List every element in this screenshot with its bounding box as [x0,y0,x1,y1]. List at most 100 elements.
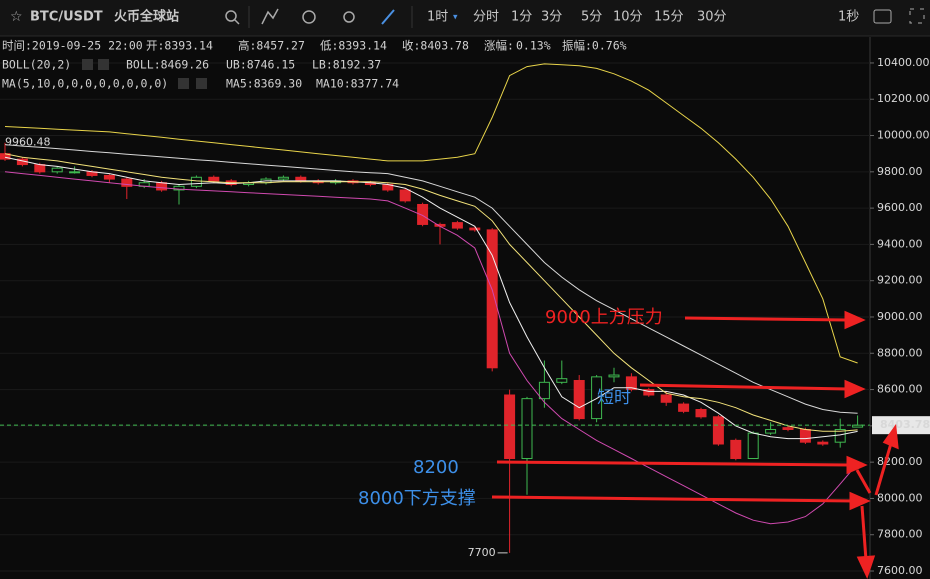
exchange: 火币全球站 [114,9,179,25]
theme-icon[interactable] [343,11,355,23]
candle-body [0,153,11,160]
arrow-head [844,379,866,399]
candle-body [678,403,690,412]
camera-icon[interactable] [873,9,892,24]
arrow [874,439,894,496]
arrow [684,316,849,322]
last-price-label: 8403.78 [880,418,930,431]
info-high: 高:8457.27 [238,39,305,53]
arrow [496,460,853,467]
arrow-head [846,455,868,475]
y-tick-label: 9200.00 [877,274,923,287]
interval-button[interactable]: 30分 [697,10,727,25]
candle-body [625,376,637,391]
candle-body [608,374,620,378]
candle-body [295,176,307,182]
candle-body [538,381,550,400]
candle-body [782,427,794,430]
indicator-line [4,63,858,364]
interval-active[interactable]: 1时 [427,10,448,25]
candle-body [486,229,498,369]
ma-close[interactable] [196,78,207,89]
search-icon-handle [234,19,240,25]
dropdown-caret[interactable]: ▾ [453,13,458,23]
boll-value: BOLL:8469.26 [126,58,209,72]
info-time: 时间:2019-09-25 22:00 [2,39,143,53]
annotation-8200: 8200 [413,457,459,478]
candle-body [173,185,185,191]
indicator-line [4,171,858,525]
search-icon[interactable] [225,10,237,22]
y-tick-label: 10400.00 [877,56,930,69]
y-tick-label: 8800.00 [877,346,923,359]
candle-body [504,394,516,460]
arrow-head [882,423,899,450]
info-close: 收:8403.78 [402,39,469,53]
high-marker: 9960.48 [5,136,51,149]
draw-icon[interactable] [381,9,395,25]
ma-settings[interactable] [178,78,189,89]
y-tick-label: 7800.00 [877,528,923,541]
y-tick-label: 8000.00 [877,491,923,504]
candle-body [121,178,133,187]
candle-body [277,176,289,180]
arrow-head [844,310,866,330]
candle-body [591,376,603,420]
interval-button[interactable]: 5分 [581,10,602,25]
annotation-resistance: 9000上方压力 [545,307,663,328]
indicator-line [4,156,858,440]
arrow [491,495,856,503]
candle-body [643,389,655,396]
low-marker: 7700 [468,546,496,559]
ma10-value: MA10:8377.74 [316,77,399,91]
arrows [491,310,899,579]
interval-button[interactable]: 3分 [541,10,562,25]
arrow [855,469,872,494]
candle-body [521,398,533,460]
settings-icon[interactable] [302,10,316,24]
candle-body [399,189,411,202]
info-change-label: 涨幅: [484,39,514,53]
arrow-head [856,555,876,579]
annotation-support: 8000下方支撑 [358,488,476,509]
y-tick-label: 9400.00 [877,237,923,250]
candle-body [208,176,220,182]
candle-body [573,379,585,420]
candle-body [747,432,759,460]
candle-body [69,171,81,174]
interval-button[interactable]: 分时 [473,10,499,25]
candle-body [51,167,63,173]
toolbar [0,0,930,36]
candle-body [712,416,724,445]
fullscreen-icon[interactable] [909,8,925,24]
candle-body [817,441,829,445]
indicator-icon[interactable] [261,8,279,25]
candle-body [451,222,463,229]
candle-body [190,176,202,187]
boll-close[interactable] [98,59,109,70]
ma-name: MA(5,10,0,0,0,0,0,0,0,0) [2,77,168,91]
arrow-head [849,491,871,511]
candle-body [156,182,168,191]
candle-body [417,203,429,225]
info-change: 0.13% [516,39,551,53]
y-tick-label: 10000.00 [877,129,930,142]
info-low: 低:8393.14 [320,39,387,53]
y-tick-label: 8200.00 [877,455,923,468]
info-rows: 时间:2019-09-25 22:00 开:8393.14 高:8457.27 … [2,39,627,91]
boll-name: BOLL(20,2) [2,58,71,72]
last-price-box [872,416,930,435]
interval-button[interactable]: 10分 [613,10,643,25]
star-icon[interactable]: ☆ [10,9,23,25]
candle-body [469,227,481,231]
info-open: 开:8393.14 [146,39,213,53]
candle-body [103,174,115,180]
candle-body [730,439,742,460]
interval-seconds[interactable]: 1秒 [838,10,859,25]
candle-body [556,378,568,383]
interval-button[interactable]: 15分 [654,10,684,25]
boll-settings[interactable] [82,59,93,70]
interval-button[interactable]: 1分 [511,10,532,25]
